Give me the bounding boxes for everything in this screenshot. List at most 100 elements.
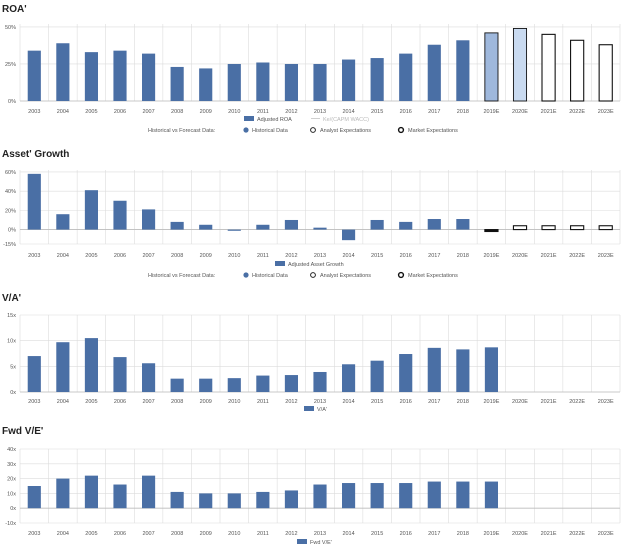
bar-2009: [199, 68, 213, 101]
x-tick-label: 2007: [142, 531, 154, 537]
bar-2006: [113, 50, 127, 101]
market-label: Market Expectations: [408, 273, 458, 279]
x-tick-label: 2011: [257, 399, 269, 405]
x-tick-label: 2014: [342, 109, 354, 115]
y-tick-label: 25%: [5, 62, 16, 68]
bar-2008: [170, 378, 184, 392]
x-tick-label: 2015: [371, 253, 383, 259]
bar-2007: [142, 363, 156, 392]
x-tick-label: 2005: [85, 399, 97, 405]
x-tick-label: 2022E: [569, 531, 585, 537]
x-tick-label: 2021E: [541, 399, 557, 405]
chart-3: V/A' 0x 5x 10x 15x 2003 2004 2005 2006 2007 2008 20…: [2, 293, 621, 413]
bar-2018: [456, 481, 470, 509]
historical-marker: [243, 272, 249, 278]
bar-2014: [342, 483, 356, 509]
bar-2012: [284, 490, 298, 509]
x-tick-label: 2010: [228, 109, 240, 115]
y-tick-label: 15x: [7, 313, 16, 319]
bar-2019E: [484, 347, 498, 392]
bar-2009: [199, 378, 213, 392]
forecast-legend: Historical vs Forecast Data: Historical D…: [148, 126, 458, 134]
bar-2011: [256, 491, 270, 509]
x-tick-label: 2003: [28, 531, 40, 537]
x-tick-label: 2010: [228, 531, 240, 537]
x-tick-label: 2011: [257, 531, 269, 537]
bar-2004: [56, 43, 70, 101]
x-tick-label: 2012: [285, 399, 297, 405]
x-tick-label: 2008: [171, 109, 183, 115]
x-tick-label: 2017: [428, 399, 440, 405]
x-tick-label: 2013: [314, 109, 326, 115]
legend: Fwd V/E': [297, 539, 332, 546]
x-tick-label: 2007: [142, 399, 154, 405]
x-tick-label: 2013: [314, 253, 326, 259]
x-tick-label: 2004: [57, 531, 69, 537]
bar-2012: [284, 219, 298, 230]
bar-2019E: [484, 229, 499, 233]
bar-2014: [342, 364, 356, 392]
y-tick-label: 0%: [8, 228, 16, 234]
bar-2006: [113, 357, 127, 392]
y-tick-label: 30x: [7, 462, 16, 468]
bar-2015: [370, 219, 384, 230]
bar-2003: [27, 173, 41, 230]
bar-2003: [27, 486, 41, 509]
bar-2005: [84, 52, 98, 101]
bar-2018: [456, 349, 470, 392]
y-tick-label: 10x: [7, 339, 16, 345]
historical-label: Historical Data: [252, 128, 289, 134]
bar-2004: [56, 342, 70, 392]
analyst-label: Analyst Expectations: [320, 128, 371, 134]
x-tick-label: 2020E: [512, 253, 528, 259]
bar-2015: [370, 483, 384, 509]
bar-2016: [399, 221, 413, 230]
bar-2010: [227, 378, 241, 392]
market-marker: [397, 271, 405, 279]
x-tick-label: 2019E: [483, 109, 499, 115]
legend-label-faint: Ke/(CAPM WACC): [323, 117, 369, 123]
bar-2007: [142, 475, 156, 509]
bar-2022E: [570, 225, 585, 231]
bar-2013: [313, 227, 327, 230]
bar-2009: [199, 493, 213, 509]
x-tick-label: 2022E: [569, 109, 585, 115]
analyst-label: Analyst Expectations: [320, 273, 371, 279]
x-tick-label: 2020E: [512, 109, 528, 115]
x-tick-label: 2016: [400, 531, 412, 537]
x-tick-label: 2023E: [598, 253, 614, 259]
legend-swatch: [304, 406, 314, 411]
bar-2003: [27, 356, 41, 392]
bar-2009: [199, 224, 213, 230]
bar-2018: [456, 219, 470, 230]
bar-2008: [170, 221, 184, 230]
bar-2007: [142, 209, 156, 230]
y-tick-label: 60%: [5, 170, 16, 176]
x-tick-label: 2018: [457, 399, 469, 405]
legend-swatch: [244, 116, 254, 121]
legend-label: Adjusted Asset Growth: [288, 262, 344, 268]
bar-2005: [84, 190, 98, 230]
x-tick-label: 2022E: [569, 399, 585, 405]
bar-2005: [84, 338, 98, 392]
legend-swatch: [297, 539, 307, 544]
bar-2005: [84, 475, 98, 509]
bar-2008: [170, 66, 184, 101]
x-tick-label: 2009: [200, 531, 212, 537]
x-tick-label: 2013: [314, 399, 326, 405]
y-tick-label: -10x: [5, 521, 16, 527]
bar-2021E: [541, 33, 556, 102]
legend: V/A': [304, 406, 327, 413]
bar-2010: [227, 229, 241, 231]
bar-2017: [427, 44, 441, 101]
x-tick-label: 2023E: [598, 531, 614, 537]
bar-2016: [399, 483, 413, 509]
bar-2014: [342, 229, 356, 241]
y-tick-label: 40x: [7, 447, 16, 453]
x-tick-label: 2023E: [598, 399, 614, 405]
chart-title: ROA': [2, 4, 27, 15]
x-tick-label: 2016: [400, 399, 412, 405]
x-tick-label: 2013: [314, 531, 326, 537]
bar-2020E: [512, 27, 528, 102]
chart-4: Fwd V/E' -10x 0x 10x 20x 30x 40x 2003 2004 2005 20…: [2, 426, 621, 546]
